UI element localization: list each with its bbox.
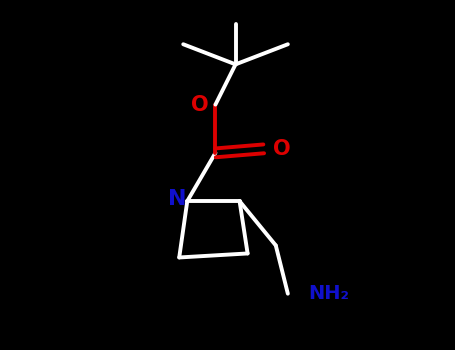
- Text: O: O: [273, 139, 291, 159]
- Text: NH₂: NH₂: [308, 284, 349, 303]
- Text: N: N: [168, 189, 187, 209]
- Text: O: O: [191, 94, 208, 114]
